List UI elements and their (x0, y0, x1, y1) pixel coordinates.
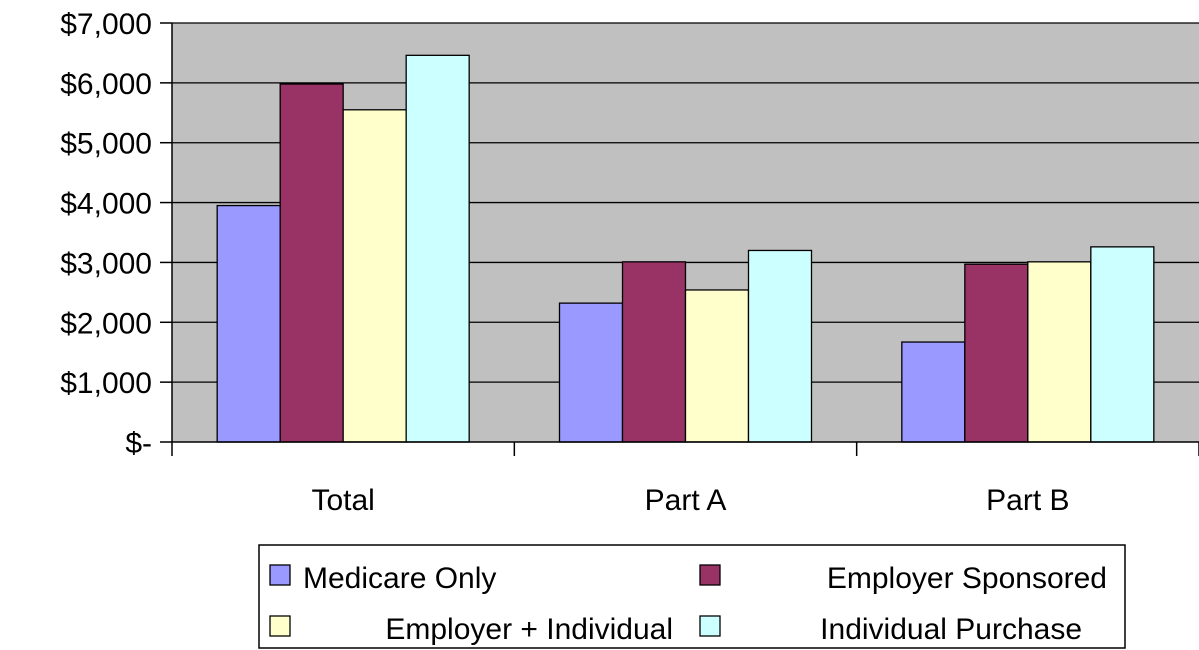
bar (1090, 246, 1155, 443)
legend-label: Employer Sponsored (827, 562, 1107, 595)
bar (621, 261, 687, 443)
x-axis-category-labels: Total Part A Part B (311, 484, 1069, 517)
y-tick-label: $6,000 (60, 68, 152, 101)
x-category-label: Total (311, 484, 374, 517)
y-tick-label: $4,000 (60, 188, 152, 221)
bar (684, 289, 750, 443)
y-tick-label: $- (125, 427, 152, 460)
y-axis-tick-labels: $- $1,000 $2,000 $3,000 $4,000 $5,000 $6,000 $7… (60, 8, 152, 460)
y-tick-label: $7,000 (60, 8, 152, 41)
bar (216, 204, 281, 443)
y-tick-label: $1,000 (60, 367, 152, 400)
legend-label: Medicare Only (303, 562, 496, 595)
bar (964, 263, 1029, 443)
y-tick-label: $2,000 (60, 307, 152, 340)
legend-swatch (699, 564, 721, 586)
bar (1027, 261, 1092, 443)
bar (901, 341, 966, 443)
y-tick-label: $3,000 (60, 247, 152, 280)
bar (558, 302, 624, 443)
legend-label: Individual Purchase (820, 613, 1082, 646)
bar (342, 109, 407, 443)
legend-label: Employer + Individual (385, 613, 673, 646)
y-tick-label: $5,000 (60, 128, 152, 161)
legend-box (258, 544, 1126, 649)
bar (405, 54, 470, 443)
axes (160, 22, 1199, 456)
bar (279, 83, 344, 443)
bar (747, 249, 813, 443)
legend-swatch (269, 564, 291, 586)
x-category-label: Part B (986, 484, 1069, 517)
legend: Medicare Only Employer Sponsored Employer … (258, 544, 1126, 649)
x-category-label: Part A (645, 484, 727, 517)
legend-swatch (269, 615, 291, 637)
legend-swatch (699, 615, 721, 637)
